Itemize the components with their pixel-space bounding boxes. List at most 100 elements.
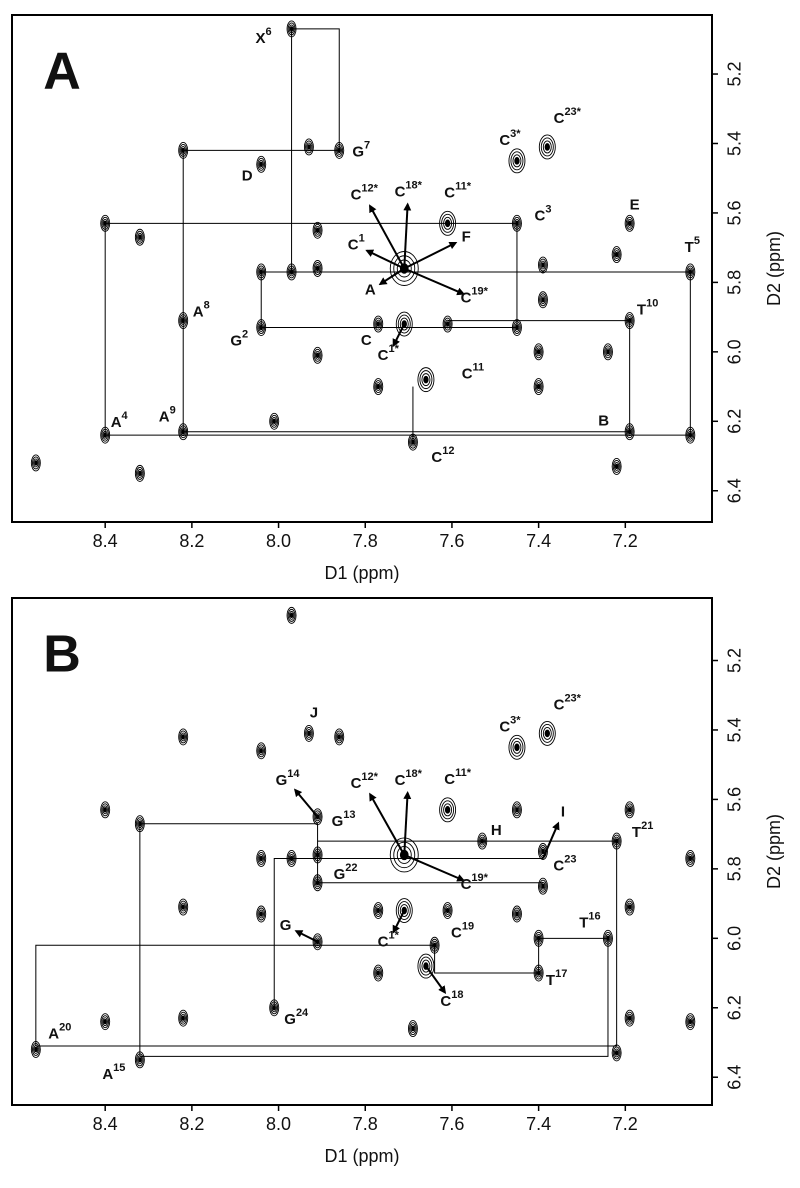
contour xyxy=(624,423,635,441)
label-base: C xyxy=(361,332,372,349)
x-tick-label: 7.2 xyxy=(613,531,638,551)
contour xyxy=(374,904,383,917)
label-base: T xyxy=(579,914,588,931)
contour xyxy=(138,1057,142,1063)
contour xyxy=(287,851,296,865)
y-tick-label: 5.2 xyxy=(725,62,745,87)
contour xyxy=(538,291,548,309)
cross-peak xyxy=(611,457,622,475)
contour xyxy=(313,348,322,362)
label-sup: 12* xyxy=(361,771,378,783)
contour xyxy=(259,855,263,862)
contour xyxy=(376,321,380,327)
contour xyxy=(181,904,185,910)
cross-peak xyxy=(442,902,453,919)
peak-label: T10 xyxy=(637,297,658,318)
contour xyxy=(613,1048,620,1058)
contour xyxy=(314,350,321,360)
contour xyxy=(257,744,266,758)
contour xyxy=(512,214,522,232)
contour xyxy=(373,902,384,919)
peak-label: G xyxy=(280,917,292,934)
contour xyxy=(178,423,189,441)
label-base: A xyxy=(193,304,204,321)
x-tick-label: 8.4 xyxy=(93,1114,118,1134)
peak-label: A15 xyxy=(102,1062,125,1083)
contour xyxy=(269,412,280,430)
label-sup: 23* xyxy=(564,106,581,118)
contour xyxy=(687,267,694,277)
contour xyxy=(103,807,107,813)
cross-peak xyxy=(685,849,696,867)
contour xyxy=(100,1013,111,1031)
contour xyxy=(270,1001,279,1015)
contour xyxy=(100,426,111,444)
contour xyxy=(611,832,622,850)
contour xyxy=(271,416,277,426)
contour xyxy=(535,968,542,978)
contour xyxy=(625,425,634,439)
cross-peak xyxy=(512,214,522,232)
cross-peak xyxy=(178,312,189,330)
contour xyxy=(538,877,548,895)
label-sup: 11 xyxy=(473,362,485,374)
contour xyxy=(627,904,632,910)
cross-peak xyxy=(373,964,384,982)
peak-label: B xyxy=(598,413,609,430)
contour xyxy=(429,936,440,954)
label-base: I xyxy=(561,803,565,820)
contour xyxy=(444,806,451,814)
contour xyxy=(605,933,611,943)
cross-peak xyxy=(477,832,488,850)
contour xyxy=(134,228,145,246)
contour xyxy=(541,262,545,268)
peak-label: C19 xyxy=(451,920,474,941)
cross-peak xyxy=(334,141,345,159)
y-tick-label: 5.4 xyxy=(725,717,745,742)
contour xyxy=(288,267,295,277)
contour xyxy=(540,295,546,305)
contour xyxy=(306,728,312,738)
contour xyxy=(259,324,263,331)
arrow xyxy=(392,323,406,348)
contour xyxy=(180,427,186,437)
contour xyxy=(374,317,383,331)
peak-label: C18 xyxy=(440,989,463,1010)
contour xyxy=(685,1013,696,1031)
contour xyxy=(417,367,435,393)
label-base: G xyxy=(280,917,292,934)
label-base: C xyxy=(440,993,451,1010)
label-sup: 7 xyxy=(364,139,370,151)
contour xyxy=(137,468,143,478)
contour xyxy=(510,737,524,757)
arrow xyxy=(294,930,319,943)
contour xyxy=(627,220,632,227)
contour xyxy=(687,1017,694,1027)
contour xyxy=(417,953,435,979)
contour xyxy=(627,1015,632,1021)
contour xyxy=(376,907,380,914)
peak-label: A4 xyxy=(111,410,129,431)
arrow xyxy=(293,788,319,818)
contour xyxy=(399,904,409,917)
label-base: C xyxy=(378,934,389,951)
contour xyxy=(515,220,519,227)
contour xyxy=(411,1025,415,1032)
contour xyxy=(374,380,383,394)
label-sup: 24 xyxy=(296,1007,309,1019)
contour xyxy=(419,956,433,976)
contour xyxy=(514,323,520,332)
contour xyxy=(314,225,321,235)
contour xyxy=(288,610,295,620)
connection-line xyxy=(260,271,517,329)
label-sup: 8 xyxy=(204,299,210,311)
contour xyxy=(103,1018,107,1025)
contour xyxy=(612,834,621,848)
label-base: C xyxy=(461,289,472,306)
cross-peak xyxy=(533,343,544,361)
cross-peak xyxy=(134,228,145,246)
contour xyxy=(513,907,521,921)
label-sup: 18* xyxy=(405,179,422,191)
x-tick-label: 7.2 xyxy=(613,1114,638,1134)
contour xyxy=(313,223,322,237)
